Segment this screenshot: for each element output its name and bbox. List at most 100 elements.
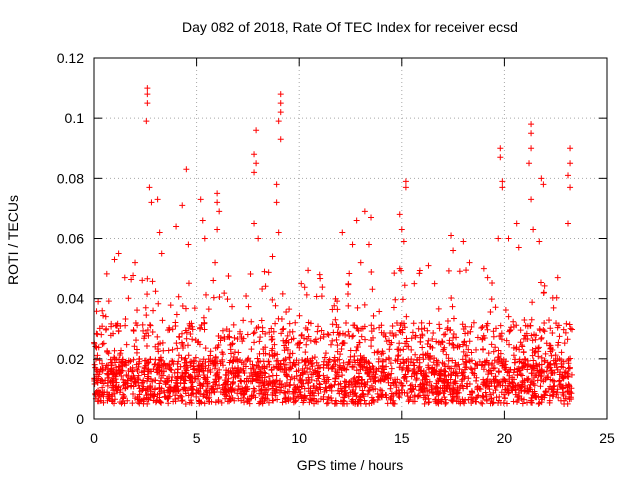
data-point [225, 375, 232, 382]
data-point [454, 372, 461, 379]
data-point [230, 321, 237, 328]
data-point [188, 384, 195, 391]
data-point [229, 303, 236, 310]
data-point [543, 368, 550, 375]
data-point [378, 329, 385, 336]
data-point [468, 394, 475, 401]
data-point [447, 327, 454, 334]
data-point [376, 324, 383, 331]
data-point [480, 265, 487, 272]
data-point [550, 304, 557, 311]
data-point [134, 307, 141, 314]
data-point [404, 368, 411, 375]
data-point [550, 357, 557, 364]
data-point [379, 357, 386, 364]
data-point [278, 381, 285, 388]
data-point [173, 388, 180, 395]
data-point [455, 361, 462, 368]
x-tick-label: 15 [394, 430, 410, 446]
data-point [356, 339, 363, 346]
data-point [510, 344, 517, 351]
data-point [318, 293, 325, 300]
data-point [555, 339, 562, 346]
data-point [490, 399, 497, 406]
data-point [569, 326, 576, 333]
data-point [455, 389, 462, 396]
data-point [183, 335, 190, 342]
data-point [376, 393, 383, 400]
x-tick-label: 0 [90, 430, 98, 446]
data-point [536, 368, 543, 375]
data-point [315, 390, 322, 397]
data-point [392, 296, 399, 303]
data-point [172, 319, 179, 326]
data-point [483, 397, 490, 404]
data-point [487, 391, 494, 398]
data-point [465, 346, 472, 353]
data-point [283, 308, 290, 315]
data-point [362, 367, 369, 374]
data-point [248, 318, 255, 325]
data-point [212, 353, 219, 360]
data-point [379, 362, 386, 369]
data-point [283, 379, 290, 386]
data-point [94, 379, 101, 386]
data-point [321, 376, 328, 383]
data-point [531, 388, 538, 395]
data-point [467, 391, 474, 398]
data-point [234, 335, 241, 342]
data-point [545, 362, 552, 369]
data-point [538, 393, 545, 400]
data-point [165, 327, 172, 334]
data-point [389, 399, 396, 406]
data-point [272, 320, 279, 327]
data-point [247, 358, 254, 365]
data-point [188, 386, 195, 393]
data-point [246, 396, 253, 403]
ticks-layer: 0 0.02 0.04 0.06 0.08 0.1 0.12 0 5 10 15 20 25 [57, 50, 615, 446]
data-point [448, 295, 455, 302]
data-point [196, 364, 203, 371]
data-point [329, 321, 336, 328]
data-point [314, 328, 321, 335]
data-point [172, 398, 179, 405]
data-point [474, 334, 481, 341]
data-point [491, 357, 498, 364]
data-point [537, 327, 544, 334]
data-point [484, 274, 491, 281]
data-point [530, 367, 537, 374]
data-point [273, 199, 280, 206]
data-point [563, 320, 570, 327]
data-point [120, 394, 127, 401]
data-point [541, 282, 548, 289]
data-point [142, 304, 149, 311]
data-point [204, 395, 211, 402]
data-point [370, 334, 377, 341]
data-point [228, 350, 235, 357]
data-point [440, 346, 447, 353]
data-point [358, 333, 365, 340]
data-point [162, 394, 169, 401]
data-point [364, 391, 371, 398]
data-point [461, 373, 468, 380]
data-point [257, 366, 264, 373]
data-point [216, 382, 223, 389]
data-point [370, 369, 377, 376]
data-point [513, 220, 520, 227]
data-point [197, 385, 204, 392]
data-point [505, 368, 512, 375]
data-point [512, 359, 519, 366]
data-point [149, 278, 156, 285]
data-point [274, 351, 281, 358]
data-point [224, 387, 231, 394]
data-point [98, 331, 105, 338]
data-point [186, 399, 193, 406]
data-point [412, 332, 419, 339]
data-point [300, 397, 307, 404]
data-point [446, 340, 453, 347]
data-point [288, 336, 295, 343]
data-point [185, 241, 192, 248]
data-point [538, 354, 545, 361]
data-point [478, 399, 485, 406]
data-point [384, 372, 391, 379]
